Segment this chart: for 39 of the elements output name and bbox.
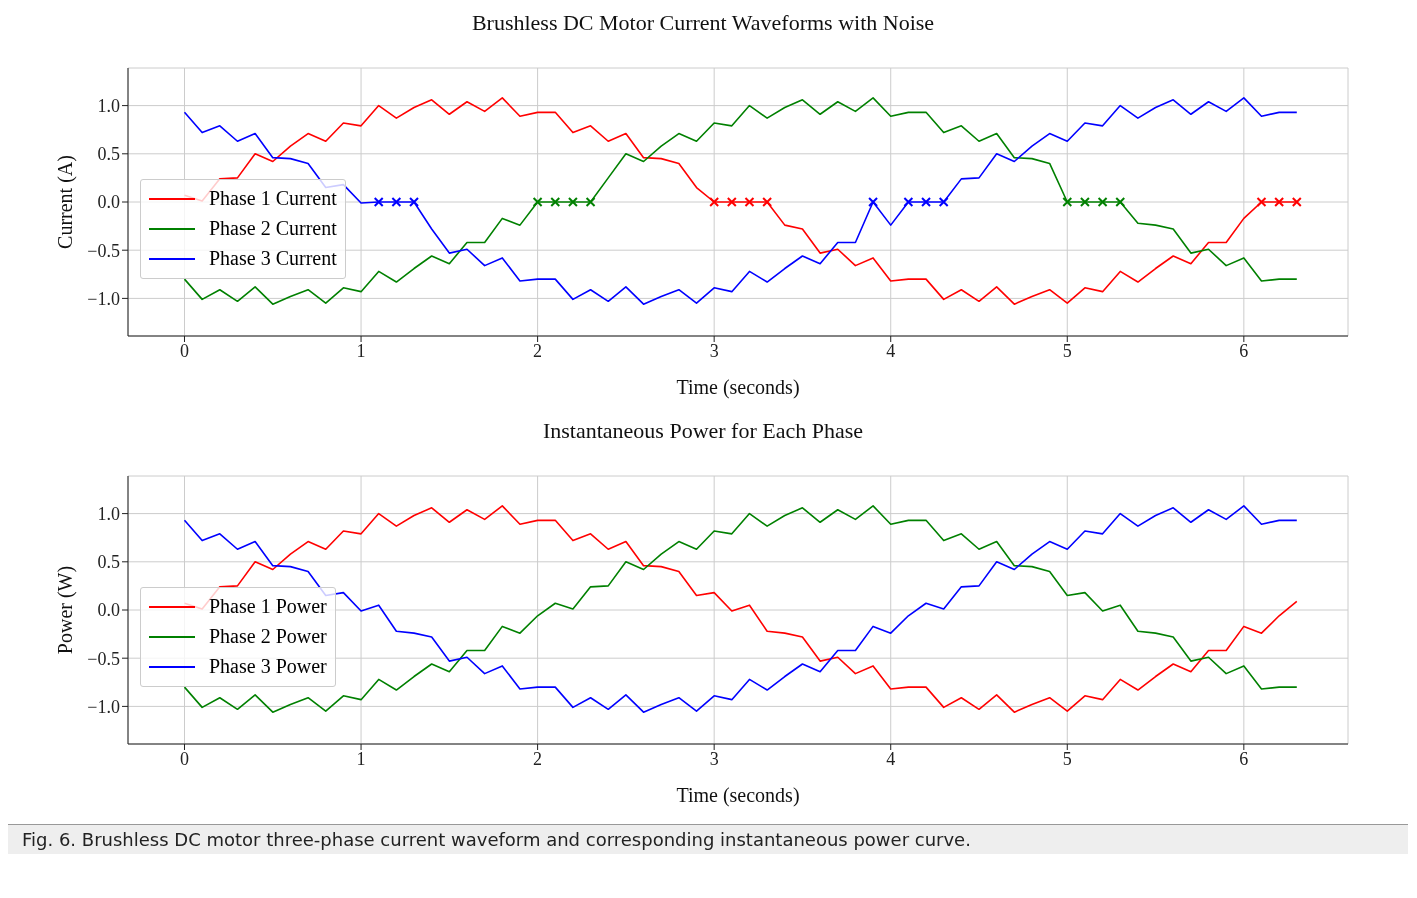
x-tick-label: 4 [886, 340, 896, 361]
x-tick-label: 2 [533, 748, 543, 769]
legend-label: Phase 2 Power [209, 625, 327, 649]
x-tick-label: 6 [1239, 340, 1249, 361]
caption: Fig. 6. Brushless DC motor three-phase current waveform and corresponding instantaneous power curve. [8, 824, 1408, 854]
y-tick-label: −1.0 [87, 696, 120, 717]
x-tick-label: 4 [886, 748, 896, 769]
x-axis-title: Time (seconds) [676, 376, 800, 400]
x-tick-label: 3 [709, 340, 719, 361]
y-tick-label: 0.5 [97, 552, 120, 573]
y-tick-label: 1.0 [97, 503, 120, 524]
chart-title: Instantaneous Power for Each Phase [541, 417, 865, 445]
chart-title: Brushless DC Motor Current Waveforms with Noise [470, 9, 936, 37]
line-series [183, 97, 1298, 305]
y-tick-label: 1.0 [97, 95, 120, 116]
x-axis-title: Time (seconds) [676, 784, 800, 808]
x-tick-label: 5 [1062, 748, 1072, 769]
legend-label: Phase 2 Current [209, 217, 337, 241]
x-tick-label: 1 [356, 748, 366, 769]
x-tick-label: 2 [533, 340, 543, 361]
x-tick-label: 5 [1062, 340, 1072, 361]
y-axis-title: Power (W) [54, 565, 78, 655]
y-tick-label: 0.0 [97, 600, 120, 621]
x-tick-label: 0 [180, 340, 189, 361]
y-tick-label: −0.5 [87, 648, 120, 669]
line-series [183, 505, 1298, 713]
legend-label: Phase 3 Power [209, 655, 327, 679]
legend-label: Phase 1 Power [209, 595, 327, 619]
x-tick-label: 6 [1239, 748, 1249, 769]
y-tick-label: 0.5 [97, 144, 120, 165]
x-tick-label: 0 [180, 748, 189, 769]
legend-label: Phase 1 Current [209, 187, 337, 211]
x-tick-label: 3 [709, 748, 719, 769]
y-tick-label: 0.0 [97, 192, 120, 213]
y-axis-title: Current (A) [54, 155, 78, 249]
y-tick-label: −0.5 [87, 240, 120, 261]
x-tick-label: 1 [356, 340, 366, 361]
legend-label: Phase 3 Current [209, 247, 337, 271]
y-tick-label: −1.0 [87, 288, 120, 309]
